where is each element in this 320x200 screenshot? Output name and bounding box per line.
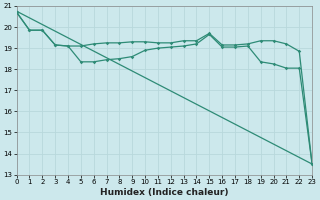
X-axis label: Humidex (Indice chaleur): Humidex (Indice chaleur) xyxy=(100,188,228,197)
